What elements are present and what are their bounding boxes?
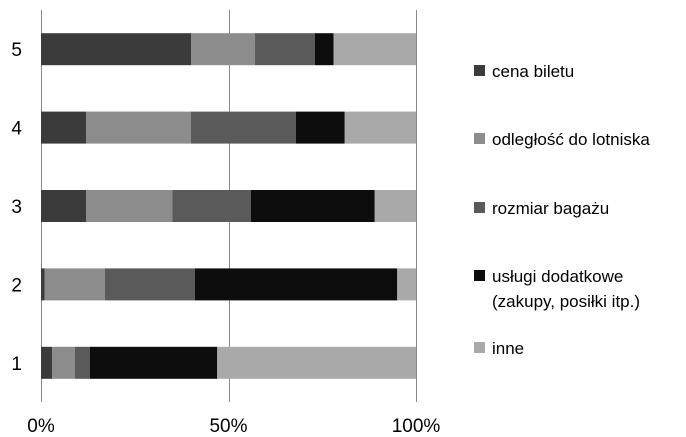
y-tick-label-5: 5 xyxy=(11,40,22,61)
legend-label-4: inne xyxy=(492,339,524,358)
x-tick-label-1: 50% xyxy=(209,416,247,437)
bar-cat-1-series-4 xyxy=(217,346,416,379)
legend: cena biletu odległość do lotniska rozmiar … xyxy=(474,62,650,358)
bar-cat-4-series-0 xyxy=(41,111,86,144)
bar-cat-3-series-2 xyxy=(172,190,251,222)
bar-cat-5-series-0 xyxy=(41,33,191,66)
legend-swatch-1 xyxy=(474,133,485,144)
bar-cat-2-series-2 xyxy=(104,268,195,301)
bar-cat-1-series-3 xyxy=(89,346,218,379)
bar-cat-1-series-1 xyxy=(52,346,75,379)
bar-cat-2-series-0 xyxy=(41,268,45,301)
bar-cat-1-series-2 xyxy=(74,346,90,379)
legend-swatch-4 xyxy=(474,342,485,353)
y-tick-label-3: 3 xyxy=(11,197,22,218)
y-tick-label-4: 4 xyxy=(11,119,22,140)
bar-cat-3-series-1 xyxy=(86,190,173,222)
bar-cat-5-series-4 xyxy=(333,33,416,66)
x-tick-label-2: 100% xyxy=(392,416,441,437)
bar-cat-2-series-1 xyxy=(44,268,105,301)
bar-cat-3-series-0 xyxy=(41,190,86,222)
legend-label-0: cena biletu xyxy=(492,62,574,81)
bars xyxy=(41,33,416,379)
bar-cat-4-series-3 xyxy=(296,111,345,144)
bar-cat-4-series-4 xyxy=(344,111,416,144)
x-tick-label-0: 0% xyxy=(27,416,55,437)
legend-label-2: rozmiar bagażu xyxy=(492,199,609,218)
y-tick-labels: 1 2 3 4 5 xyxy=(11,40,22,375)
legend-label-3: usługi dodatkowe (zakupy, posiłki itp.) xyxy=(492,267,640,311)
legend-swatch-3 xyxy=(474,270,485,281)
bar-cat-5-series-2 xyxy=(254,33,315,66)
x-tick-labels: 0% 50% 100% xyxy=(27,416,440,437)
y-tick-label-2: 2 xyxy=(11,275,22,296)
bar-cat-4-series-1 xyxy=(86,111,191,144)
legend-label-1: odległość do lotniska xyxy=(492,130,650,149)
legend-swatch-0 xyxy=(474,65,485,76)
legend-swatch-2 xyxy=(474,202,485,213)
bar-cat-4-series-2 xyxy=(191,111,296,144)
bar-cat-2-series-4 xyxy=(397,268,416,301)
bar-cat-2-series-3 xyxy=(194,268,398,301)
bar-cat-5-series-3 xyxy=(314,33,334,66)
y-tick-label-1: 1 xyxy=(11,354,22,375)
bar-cat-5-series-1 xyxy=(191,33,255,66)
bar-cat-3-series-4 xyxy=(374,190,416,222)
bar-cat-3-series-3 xyxy=(251,190,375,222)
bar-cat-1-series-0 xyxy=(41,346,53,379)
